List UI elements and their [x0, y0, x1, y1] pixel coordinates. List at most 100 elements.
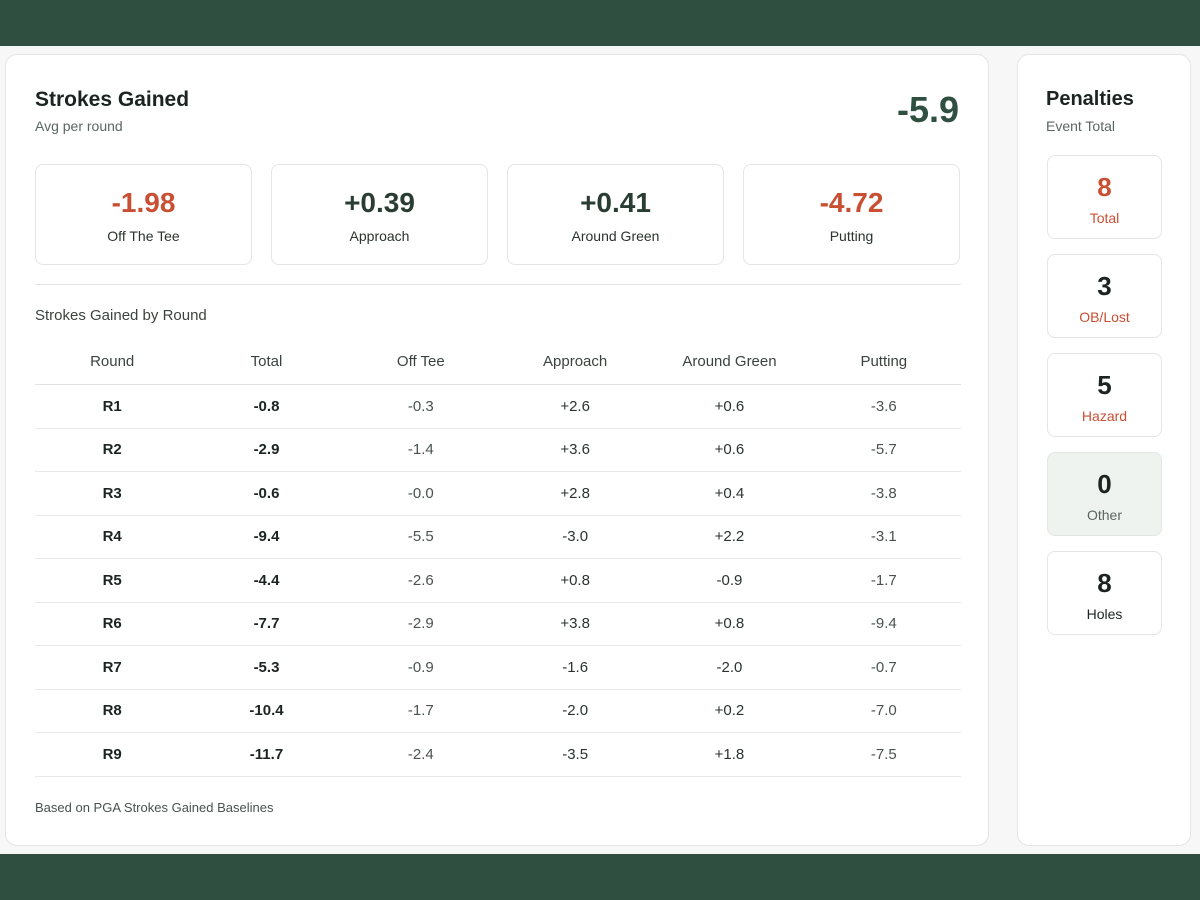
table-row: R1 -0.8 -0.3 +2.6 +0.6 -3.6 [35, 385, 961, 429]
cell-total: -10.4 [249, 702, 284, 720]
cell-total: -0.8 [253, 397, 280, 415]
table-row: R6 -7.7 -2.9 +3.8 +0.8 -9.4 [35, 603, 961, 646]
cell-total: -11.7 [249, 745, 284, 763]
cell-off-tee: -2.6 [407, 571, 434, 589]
cell-approach: +2.8 [560, 484, 590, 502]
cell-total: -5.3 [253, 658, 280, 676]
cell-around-green: -0.9 [716, 571, 743, 589]
cell-approach: +3.6 [560, 441, 590, 459]
table-row: R3 -0.6 -0.0 +2.8 +0.4 -3.8 [35, 472, 961, 516]
cell-total: -9.4 [253, 528, 280, 546]
metric-putting: -4.72 Putting [743, 164, 960, 265]
column-header-approach: Approach [543, 352, 608, 370]
cell-off-tee: -1.7 [407, 702, 434, 720]
cell-approach: +3.8 [560, 615, 590, 633]
cell-round: R3 [102, 484, 122, 502]
metric-value: +0.41 [580, 187, 651, 218]
penalty-other-tile: 0 Other [1047, 452, 1162, 536]
metric-label: Putting [829, 228, 874, 244]
cell-off-tee: -2.4 [407, 745, 434, 763]
penalty-ob-lost-tile: 3 OB/Lost [1047, 254, 1162, 338]
by-round-table: Round Total Off Tee Approach Around Gree… [35, 338, 961, 777]
cell-around-green: +0.2 [714, 702, 745, 720]
cell-putting: -0.7 [870, 658, 897, 676]
cell-putting: -1.7 [870, 571, 897, 589]
metric-around-green: +0.41 Around Green [507, 164, 724, 265]
table-row: R9 -11.7 -2.4 -3.5 +1.8 -7.5 [35, 733, 961, 777]
cell-around-green: +2.2 [714, 528, 745, 546]
cell-putting: -3.6 [870, 397, 897, 415]
page-stage: Strokes Gained Avg per round -5.9 -1.98 … [0, 46, 1200, 854]
strokes-gained-title: Strokes Gained [35, 88, 190, 111]
cell-round: R2 [102, 441, 122, 459]
cell-around-green: +1.8 [714, 745, 745, 763]
column-header-total: Total [250, 352, 283, 370]
column-header-putting: Putting [860, 352, 908, 370]
table-row: R5 -4.4 -2.6 +0.8 -0.9 -1.7 [35, 559, 961, 603]
cell-around-green: +0.6 [714, 397, 745, 415]
table-row: R4 -9.4 -5.5 -3.0 +2.2 -3.1 [35, 516, 961, 559]
cell-putting: -5.7 [870, 441, 897, 459]
penalty-value: 5 [1097, 370, 1112, 400]
penalty-label: Other [1086, 507, 1122, 523]
cell-approach: +0.8 [560, 571, 590, 589]
cell-putting: -7.5 [870, 745, 897, 763]
section-divider [35, 284, 961, 285]
cell-putting: -3.1 [870, 528, 897, 546]
cell-off-tee: -5.5 [407, 528, 434, 546]
metric-value: +0.39 [344, 187, 415, 218]
penalties-subtitle: Event Total [1046, 118, 1116, 134]
metric-label: Off The Tee [107, 228, 180, 244]
penalties-title: Penalties [1046, 88, 1134, 110]
cell-round: R6 [102, 615, 122, 633]
metric-value: -1.98 [111, 187, 176, 218]
cell-approach: -3.0 [562, 528, 589, 546]
table-row: R7 -5.3 -0.9 -1.6 -2.0 -0.7 [35, 646, 961, 690]
metric-label: Approach [349, 228, 410, 244]
penalty-label: Hazard [1081, 408, 1128, 424]
strokes-gained-total: -5.9 [896, 89, 959, 130]
cell-putting: -7.0 [870, 702, 897, 720]
penalty-label: Total [1089, 210, 1120, 226]
strokes-gained-subtitle: Avg per round [35, 118, 123, 134]
cell-off-tee: -0.9 [407, 658, 434, 676]
penalty-value: 8 [1097, 568, 1112, 598]
cell-off-tee: -0.0 [407, 484, 434, 502]
cell-round: R4 [102, 528, 122, 546]
cell-approach: -1.6 [562, 658, 589, 676]
penalty-hazard-tile: 5 Hazard [1047, 353, 1162, 437]
penalty-value: 3 [1097, 271, 1112, 301]
metric-off-the-tee: -1.98 Off The Tee [35, 164, 252, 265]
cell-putting: -9.4 [870, 615, 897, 633]
cell-around-green: +0.4 [714, 484, 745, 502]
cell-approach: +2.6 [560, 397, 590, 415]
penalty-value: 8 [1097, 172, 1112, 202]
table-row: R8 -10.4 -1.7 -2.0 +0.2 -7.0 [35, 690, 961, 733]
cell-off-tee: -0.3 [407, 397, 434, 415]
penalty-label: Holes [1086, 606, 1123, 622]
cell-approach: -3.5 [562, 745, 589, 763]
penalty-value: 0 [1097, 469, 1112, 499]
metric-value: -4.72 [819, 187, 884, 218]
cell-total: -7.7 [253, 615, 280, 633]
penalties-card: Penalties Event Total 8 Total 3 OB/Lost … [1017, 54, 1191, 846]
cell-total: -4.4 [253, 571, 280, 589]
table-header: Round Total Off Tee Approach Around Gree… [35, 338, 961, 385]
baseline-footnote: Based on PGA Strokes Gained Baselines [35, 800, 274, 815]
cell-total: -2.9 [253, 441, 280, 459]
cell-off-tee: -2.9 [407, 615, 434, 633]
column-header-round: Round [90, 352, 135, 370]
table-row: R2 -2.9 -1.4 +3.6 +0.6 -5.7 [35, 429, 961, 472]
cell-approach: -2.0 [562, 702, 589, 720]
by-round-title: Strokes Gained by Round [35, 307, 207, 324]
cell-round: R9 [102, 745, 122, 763]
metric-label: Around Green [571, 228, 660, 244]
column-header-around-green: Around Green [682, 352, 777, 370]
cell-round: R5 [102, 571, 122, 589]
cell-round: R1 [102, 397, 122, 415]
cell-around-green: +0.6 [714, 441, 745, 459]
cell-around-green: -2.0 [716, 658, 743, 676]
cell-off-tee: -1.4 [407, 441, 434, 459]
penalty-total-tile: 8 Total [1047, 155, 1162, 239]
penalty-label: OB/Lost [1079, 309, 1130, 325]
